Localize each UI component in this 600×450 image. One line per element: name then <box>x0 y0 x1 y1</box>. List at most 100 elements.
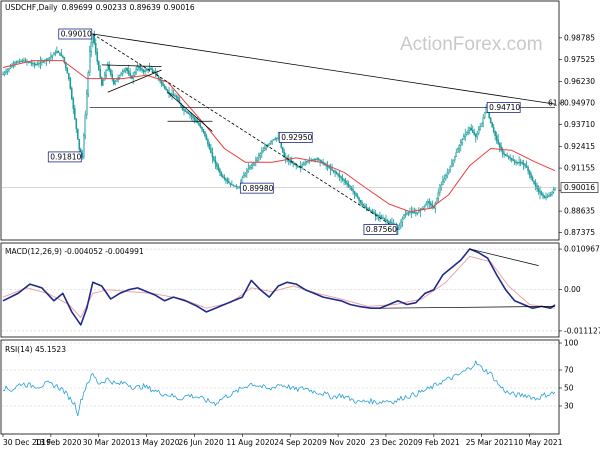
candle-body <box>400 222 402 227</box>
candle-body <box>51 54 54 57</box>
candle-body <box>349 185 351 189</box>
candle-body <box>424 204 426 207</box>
candle-body <box>510 158 513 160</box>
candle-body <box>313 159 315 161</box>
candle-body <box>144 70 146 72</box>
candle-body <box>275 137 278 139</box>
candle-body <box>358 197 360 201</box>
candle-body <box>412 211 414 213</box>
candle-body <box>135 69 137 73</box>
candle-body <box>464 134 467 137</box>
candle-body <box>75 118 78 130</box>
candle-body <box>373 212 375 214</box>
candle-body <box>519 161 522 164</box>
candle-body <box>23 60 25 62</box>
candle-body <box>446 172 449 177</box>
y-tick-label: 100 <box>564 339 579 348</box>
candle-body <box>247 168 250 172</box>
candle-body <box>347 184 350 187</box>
candle-body <box>160 80 163 84</box>
candle-body <box>376 214 378 216</box>
candle-body <box>518 161 520 164</box>
candle-body <box>364 205 366 208</box>
candle-body <box>35 64 37 66</box>
candle-body <box>30 62 33 64</box>
candle-body <box>362 204 365 207</box>
candle-body <box>474 134 477 137</box>
rsi-series <box>2 360 556 417</box>
candle-body <box>231 184 233 186</box>
candle-body <box>540 192 543 195</box>
x-tick-label: 9 Feb 2021 <box>418 438 460 447</box>
candle-body <box>456 148 459 153</box>
y-tick-label: 50 <box>564 384 574 393</box>
candle-body <box>425 202 428 206</box>
candle-body <box>401 218 404 223</box>
candle-body <box>403 214 405 219</box>
candle-body <box>166 89 169 93</box>
candle-body <box>226 179 229 182</box>
price-annotation-box <box>363 224 398 235</box>
candle-body <box>455 152 458 157</box>
candle-body <box>47 58 49 60</box>
candle-body <box>418 210 420 213</box>
candle-body <box>274 138 277 140</box>
candle-body <box>204 131 206 136</box>
candle-body <box>370 210 372 212</box>
candle-body <box>205 135 208 141</box>
candle-body <box>123 69 125 72</box>
candle-body <box>439 187 441 194</box>
candle-body <box>314 158 317 160</box>
candle-body <box>340 176 342 179</box>
price-annotation-box <box>486 102 521 113</box>
x-tick-label: 30 Dec 2019 <box>3 438 51 447</box>
candle-body <box>398 225 401 230</box>
candle-body <box>290 161 293 164</box>
candle-body <box>389 221 392 224</box>
candle-body <box>60 53 63 56</box>
candle-body <box>56 50 58 53</box>
candle-body <box>480 122 483 127</box>
candle-body <box>151 69 154 72</box>
candle-body <box>268 143 271 146</box>
candle-body <box>416 211 419 214</box>
x-tick-label: 13 May 2020 <box>131 438 180 447</box>
x-tick-label: 10 May 2021 <box>514 438 563 447</box>
y-tick-label: 0.97525 <box>564 55 595 64</box>
candle-body <box>337 173 339 176</box>
macd-title: MACD(12,26,9) -0.004052 -0.004991 <box>5 247 144 256</box>
candle-body <box>9 66 12 69</box>
price-annotation-box <box>278 132 313 143</box>
candle-body <box>301 164 303 167</box>
candle-body <box>543 196 546 199</box>
y-tick-label: 30 <box>564 402 574 411</box>
candle-body <box>232 184 235 186</box>
price-annotation-box <box>239 182 274 194</box>
candle-body <box>121 71 124 74</box>
candle-body <box>246 170 248 174</box>
rsi-line <box>2 360 556 417</box>
candle-body <box>106 64 109 71</box>
candle-body <box>42 60 45 63</box>
candle-body <box>437 192 440 199</box>
trendline <box>107 69 162 93</box>
trendline <box>167 91 213 132</box>
candle-body <box>59 52 61 55</box>
candle-body <box>436 197 438 204</box>
candle-body <box>488 112 490 119</box>
x-tick-label: 25 Mar 2021 <box>466 438 514 447</box>
candle-body <box>485 107 487 113</box>
candle-body <box>162 83 164 87</box>
candle-body <box>521 161 523 164</box>
candle-body <box>210 148 212 154</box>
candle-body <box>39 62 42 64</box>
candle-body <box>527 167 529 171</box>
candle-body <box>241 177 244 184</box>
candle-body <box>99 69 102 78</box>
candle-body <box>289 160 291 163</box>
candle-body <box>367 208 369 210</box>
candle-body <box>139 67 142 70</box>
candle-body <box>284 156 287 159</box>
